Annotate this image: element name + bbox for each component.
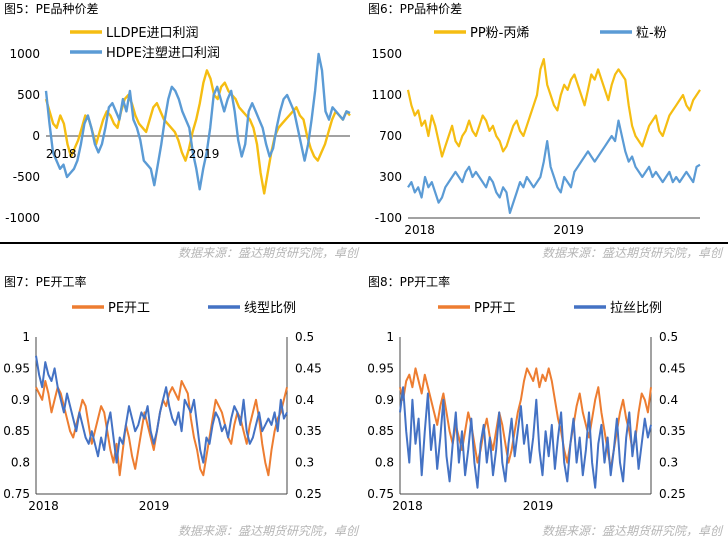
chart-pe-operating-rate: 0.75 0.8 0.85 0.9 0.95 1 0.25 0.3 0.35 0.4 0.45 0.5… [3,301,322,513]
y-tick-label: 1 [22,330,30,344]
y-tick-label: 0.8 [375,456,394,470]
series-line [35,380,288,477]
y-tick-label-right: 0.3 [659,456,678,470]
chart-title: 图5：PE品种价差 [4,2,99,16]
legend-label: PE开工 [108,301,150,316]
chart-title: 图6：PP品种价差 [368,2,463,16]
chart-panel-pp-spread: 图6：PP品种价差 -100 300 700 1100 1500 2018 2019 PP粉-… [364,0,728,272]
x-tick-label: 2019 [189,147,220,161]
y-tick-label-right: 0.45 [659,361,686,375]
y-tick-label: -1000 [5,211,40,225]
y-tick-label-right: 0.3 [295,456,314,470]
x-tick-label: 2018 [404,223,435,237]
legend-label: 线型比例 [244,301,296,316]
y-tick-label: 0.85 [367,424,394,438]
chart-panel-pp-operating-rate: 图8：PP开工率 0.75 0.8 0.85 0.9 0.95 1 0.25 0.3 0.35 0… [364,273,728,545]
y-tick-label-right: 0.45 [295,361,322,375]
y-tick-label: 1500 [371,47,402,61]
x-tick-label: 2018 [392,499,423,513]
legend-label: HDPE注塑进口利润 [106,46,220,61]
x-tick-label: 2019 [139,499,170,513]
y-tick-label-right: 0.4 [659,393,678,407]
y-tick-label-right: 0.5 [295,330,314,344]
chart-panel-pe-operating-rate: 图7：PE开工率 0.75 0.8 0.85 0.9 0.95 1 0.25 0.3 0.35 0… [0,273,364,545]
y-tick-label: 0.75 [3,487,30,501]
legend-label: PP粉-丙烯 [470,26,529,41]
y-tick-label: 1000 [9,47,40,61]
y-tick-label-right: 0.4 [295,393,314,407]
x-tick-label: 2019 [553,223,584,237]
series-line [399,386,652,489]
y-tick-label: 500 [17,88,40,102]
y-tick-label-right: 0.35 [659,424,686,438]
chart-pe-spread: -1000 -500 0 500 1000 2018 2019 LLDPE进口利润 HDPE注塑… [5,26,351,225]
y-tick-label: 0 [32,129,40,143]
series-line [407,119,701,214]
y-tick-label: -100 [375,211,402,225]
y-tick-label-right: 0.25 [659,487,686,501]
series-line [44,52,351,191]
chart-pp-operating-rate: 0.75 0.8 0.85 0.9 0.95 1 0.25 0.3 0.35 0.4 0.45 0.5… [367,301,686,513]
chart-panel-pe-spread: 图5：PE品种价差 -1000 -500 0 500 1000 2018 2019 LLDPE… [0,0,364,272]
series-line [35,355,288,464]
source-note: 数据来源：盛达期货研究院，卓创 [541,246,722,260]
source-note: 数据来源：盛达期货研究院，卓创 [177,246,358,260]
series-line [44,69,351,195]
y-tick-label: 300 [379,170,402,184]
y-tick-label: 0.85 [3,424,30,438]
y-tick-label: 0.9 [375,393,394,407]
y-tick-label: 1 [386,330,394,344]
chart-pp-spread: -100 300 700 1100 1500 2018 2019 PP粉-丙烯 粒-粉 [371,26,701,237]
y-tick-label-right: 0.25 [295,487,322,501]
legend-label: PP开工 [474,301,516,316]
x-tick-label: 2019 [523,499,554,513]
series-line [406,57,701,158]
legend-label: 粒-粉 [636,26,667,41]
y-tick-label: 0.8 [11,456,30,470]
y-tick-label: 0.95 [3,361,30,375]
y-tick-label-right: 0.5 [659,330,678,344]
divider [0,242,364,244]
chart-title: 图8：PP开工率 [368,275,451,289]
divider [364,242,728,244]
y-tick-label: 1100 [371,88,402,102]
x-tick-label: 2018 [28,499,59,513]
y-tick-label: 0.9 [11,393,30,407]
y-tick-label: 0.95 [367,361,394,375]
y-tick-label: -500 [13,170,40,184]
source-note: 数据来源：盛达期货研究院，卓创 [541,524,722,538]
y-tick-label: 0.75 [367,487,394,501]
legend-label: 拉丝比例 [610,301,662,316]
source-note: 数据来源：盛达期货研究院，卓创 [177,524,358,538]
x-tick-label: 2018 [46,147,77,161]
legend-label: LLDPE进口利润 [106,26,199,41]
y-tick-label-right: 0.35 [295,424,322,438]
chart-title: 图7：PE开工率 [4,275,87,289]
y-tick-label: 700 [379,129,402,143]
